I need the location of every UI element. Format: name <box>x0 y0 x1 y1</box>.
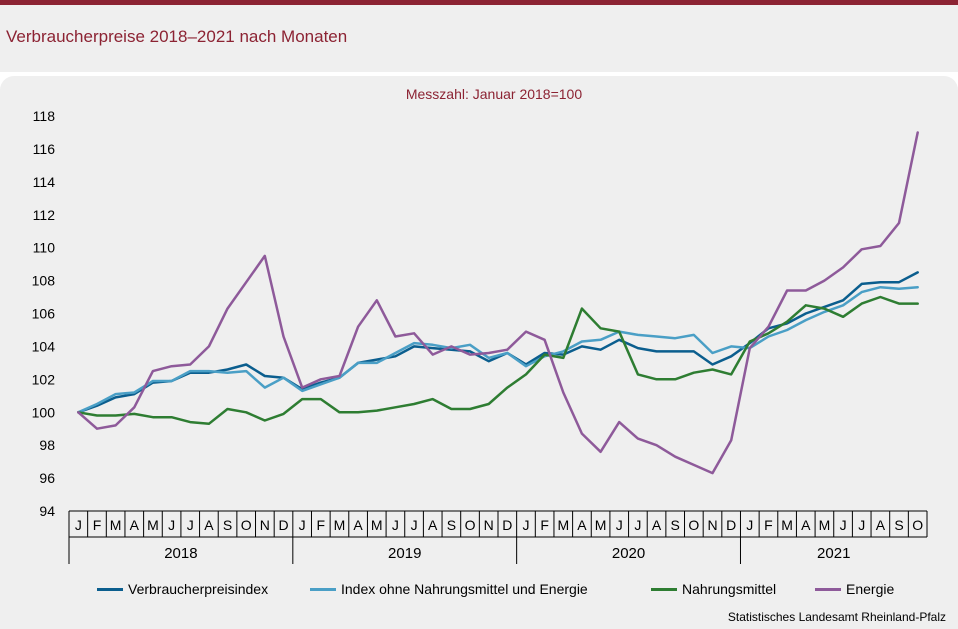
top-accent-bar <box>0 0 958 5</box>
month-label: J <box>522 517 529 533</box>
y-tick-label: 118 <box>33 108 56 124</box>
y-tick-label: 104 <box>32 338 56 354</box>
legend-item-nahrungsmittel: Nahrungsmittel <box>651 581 776 597</box>
y-tick-label: 108 <box>32 273 56 289</box>
legend-item-verbraucherpreisindex: Verbraucherpreisindex <box>97 581 268 597</box>
month-label: J <box>616 517 623 533</box>
y-tick-label: 114 <box>33 174 56 190</box>
month-label: S <box>447 517 456 533</box>
chart-legend: Verbraucherpreisindex Index ohne Nahrung… <box>0 581 958 601</box>
month-label: A <box>577 517 587 533</box>
chart-series <box>77 131 919 475</box>
month-label: A <box>130 517 140 533</box>
month-label: A <box>353 517 363 533</box>
month-label: O <box>241 517 252 533</box>
legend-label: Nahrungsmittel <box>682 581 777 597</box>
month-label: M <box>371 517 383 533</box>
month-label: O <box>912 517 923 533</box>
y-tick-label: 106 <box>32 306 56 322</box>
y-tick-label: 110 <box>33 240 56 256</box>
y-tick-label: 100 <box>32 404 56 420</box>
legend-label: Index ohne Nahrungsmittel und Energie <box>341 581 588 597</box>
month-label: A <box>876 517 886 533</box>
month-label: J <box>634 517 641 533</box>
legend-item-energie: Energie <box>815 581 894 597</box>
month-label: J <box>411 517 418 533</box>
month-label: J <box>299 517 306 533</box>
month-label: J <box>187 517 194 533</box>
legend-swatch <box>310 587 336 591</box>
month-label: M <box>147 517 159 533</box>
month-label: M <box>819 517 831 533</box>
month-label: A <box>652 517 662 533</box>
legend-swatch <box>651 587 677 591</box>
month-label: F <box>764 517 773 533</box>
legend-label: Verbraucherpreisindex <box>128 581 269 597</box>
page-title: Verbraucherpreise 2018–2021 nach Monaten <box>6 27 348 46</box>
month-label: J <box>392 517 399 533</box>
year-label: 2018 <box>164 545 197 562</box>
month-label: D <box>726 517 736 533</box>
chart-subtitle: Messzahl: Januar 2018=100 <box>405 86 583 102</box>
month-label: N <box>707 517 717 533</box>
month-label: F <box>540 517 549 533</box>
month-label: O <box>688 517 699 533</box>
month-label: J <box>168 517 175 533</box>
series-line-verbraucherpreisindex <box>77 271 919 414</box>
month-label: J <box>858 517 865 533</box>
month-label: O <box>465 517 476 533</box>
month-label: J <box>746 517 753 533</box>
month-label: M <box>110 517 122 533</box>
month-label: A <box>204 517 214 533</box>
source-note: Statistisches Landesamt Rheinland-Pfalz <box>727 610 946 624</box>
legend-item-kerninflation: Index ohne Nahrungsmittel und Energie <box>310 581 588 597</box>
month-label: S <box>671 517 680 533</box>
month-label: M <box>334 517 346 533</box>
year-label: 2020 <box>612 545 645 562</box>
month-label: J <box>75 517 82 533</box>
y-tick-label: 96 <box>39 470 55 486</box>
y-tick-label: 112 <box>33 207 56 223</box>
series-line-energie <box>77 131 919 475</box>
month-label: F <box>93 517 102 533</box>
month-label: S <box>894 517 903 533</box>
header <box>0 5 958 72</box>
legend-swatch <box>97 587 123 591</box>
legend-swatch <box>815 587 841 591</box>
month-label: F <box>317 517 326 533</box>
y-tick-label: 98 <box>39 437 55 453</box>
y-tick-label: 102 <box>32 371 56 387</box>
month-label: S <box>223 517 232 533</box>
month-label: A <box>801 517 811 533</box>
series-line-index-ohne-nahrungsmittel-und-energie <box>77 285 919 414</box>
legend-label: Energie <box>846 581 895 597</box>
month-label: D <box>502 517 512 533</box>
y-tick-label: 116 <box>33 141 56 157</box>
y-tick-label: 94 <box>39 503 55 519</box>
month-label: M <box>595 517 607 533</box>
year-label: 2021 <box>817 545 850 562</box>
month-label: N <box>260 517 270 533</box>
year-label: 2019 <box>388 545 421 562</box>
month-label: M <box>781 517 793 533</box>
month-label: A <box>428 517 438 533</box>
month-label: D <box>278 517 288 533</box>
series-line-nahrungsmittel <box>77 295 919 426</box>
month-label: N <box>484 517 494 533</box>
month-label: J <box>840 517 847 533</box>
month-label: M <box>557 517 569 533</box>
